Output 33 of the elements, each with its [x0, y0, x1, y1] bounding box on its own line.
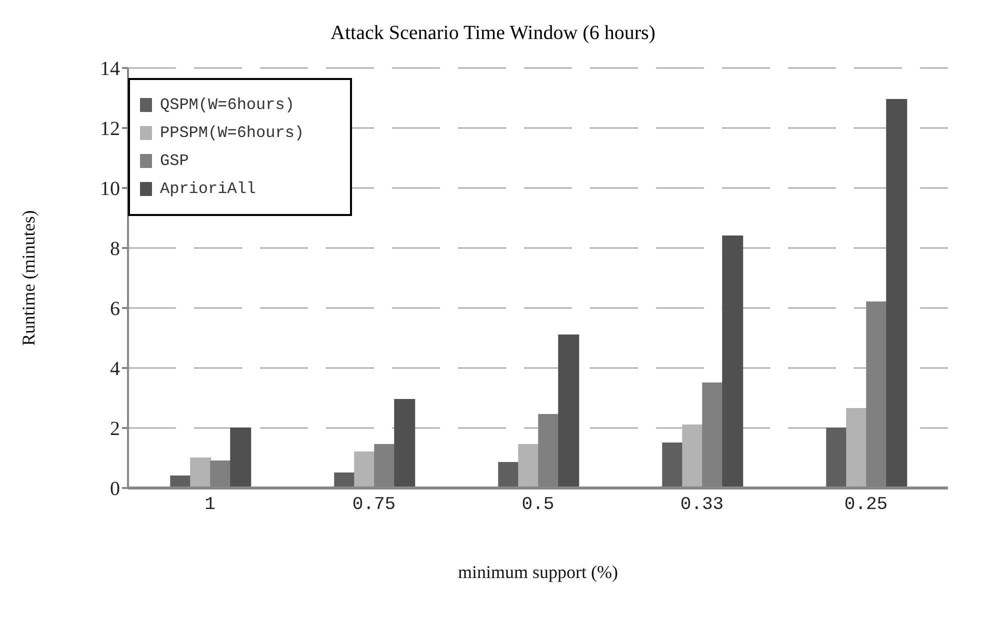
x-tick-label: 0.33: [680, 494, 724, 515]
y-axis-title: Runtime (minutes): [18, 210, 38, 346]
y-tick-label: 6: [110, 298, 120, 320]
bar: [394, 399, 416, 488]
y-tick-label: 12: [100, 118, 120, 140]
bar: [558, 334, 580, 488]
bar: [886, 99, 908, 488]
x-axis-title: minimum support (%): [458, 562, 618, 582]
bar: [722, 236, 744, 488]
legend-label: QSPM(W=6hours): [160, 96, 294, 114]
y-tick-label: 2: [110, 418, 120, 440]
y-tick-label: 10: [100, 178, 120, 200]
chart-title: Attack Scenario Time Window (6 hours): [330, 22, 656, 45]
x-tick-label: 0.5: [522, 494, 554, 515]
x-tick-label: 0.25: [844, 494, 888, 515]
bar: [190, 458, 212, 488]
bar: [230, 428, 252, 488]
bar: [518, 444, 540, 488]
x-tick-label: 0.75: [352, 494, 396, 515]
bar: [354, 452, 376, 488]
y-tick-label: 14: [100, 58, 120, 80]
y-tick-label: 0: [110, 478, 120, 500]
legend-label: AprioriAll: [160, 180, 256, 198]
bar: [826, 428, 848, 488]
y-tick-label: 8: [110, 238, 120, 260]
bar: [498, 462, 520, 488]
bar: [662, 442, 684, 488]
bar: [682, 424, 704, 488]
x-tick-label: 1: [204, 494, 216, 515]
legend-label: PPSPM(W=6hours): [160, 124, 304, 142]
y-tick-label: 4: [110, 358, 120, 380]
legend-label: GSP: [160, 152, 189, 170]
bar: [846, 408, 868, 488]
